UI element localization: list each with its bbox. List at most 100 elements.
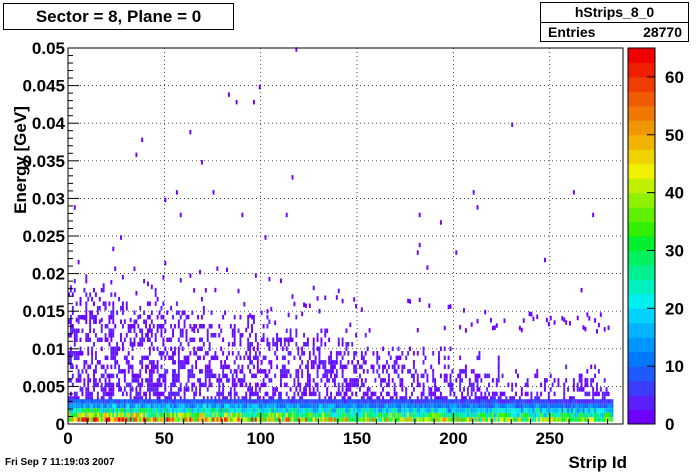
- data-cell: [584, 391, 587, 397]
- data-cell: [401, 364, 404, 370]
- data-cell: [279, 396, 282, 401]
- data-cell: [208, 369, 211, 374]
- data-cell: [310, 417, 313, 422]
- data-cell: [490, 399, 492, 404]
- data-cell: [466, 403, 469, 409]
- data-cell: [495, 399, 498, 404]
- data-cell: [557, 403, 560, 409]
- outlier-cell: [253, 99, 255, 105]
- data-cell: [98, 296, 101, 302]
- data-cell: [522, 408, 525, 413]
- outlier-cell: [439, 220, 442, 225]
- data-cell: [229, 323, 232, 329]
- data-cell: [154, 387, 157, 392]
- data-cell: [285, 337, 288, 343]
- data-cell: [256, 346, 259, 352]
- y-tick-label: 0: [56, 415, 65, 434]
- data-cell: [424, 408, 427, 413]
- data-cell: [337, 387, 340, 392]
- data-cell: [509, 408, 512, 413]
- data-cell: [362, 355, 365, 361]
- outlier-cell: [295, 47, 298, 52]
- data-cell: [93, 403, 95, 409]
- data-cell: [91, 396, 94, 401]
- data-cell: [139, 396, 142, 401]
- data-cell: [295, 373, 298, 379]
- data-cell: [511, 403, 514, 409]
- data-cell: [276, 342, 279, 347]
- data-cell: [522, 417, 525, 422]
- data-cell: [303, 342, 306, 347]
- data-cell: [274, 412, 277, 418]
- data-cell: [472, 387, 475, 392]
- y-tick-label: 0.005: [22, 377, 65, 396]
- data-cell: [129, 328, 132, 334]
- data-cell: [154, 412, 157, 418]
- data-cell: [206, 373, 209, 379]
- data-cell: [172, 399, 174, 404]
- palette-tick-label: 0: [665, 415, 674, 434]
- data-cell: [308, 351, 311, 356]
- data-cell: [87, 296, 90, 302]
- data-cell: [199, 412, 201, 418]
- data-cell: [162, 408, 165, 413]
- data-cell: [428, 391, 431, 397]
- data-cell: [158, 417, 161, 422]
- data-cell: [411, 412, 413, 418]
- data-cell: [254, 387, 257, 392]
- data-cell: [353, 378, 356, 383]
- data-cell: [147, 337, 149, 343]
- data-cell: [553, 403, 556, 409]
- data-cell: [108, 399, 111, 404]
- data-cell: [468, 408, 471, 413]
- data-cell: [368, 399, 371, 404]
- data-cell: [368, 417, 371, 422]
- data-cell: [293, 396, 296, 401]
- data-cell: [210, 373, 213, 379]
- data-cell: [148, 351, 151, 356]
- data-cell: [387, 408, 390, 413]
- data-cell: [193, 412, 196, 418]
- data-cell: [141, 364, 144, 370]
- data-cell: [572, 408, 575, 413]
- data-cell: [150, 378, 153, 383]
- data-cell: [268, 412, 271, 418]
- data-cell: [258, 412, 261, 418]
- data-cell: [306, 412, 309, 418]
- data-cell: [120, 403, 122, 409]
- data-cell: [121, 391, 124, 397]
- data-cell: [239, 378, 242, 383]
- data-cell: [254, 351, 257, 356]
- data-cell: [582, 408, 585, 413]
- data-cell: [405, 417, 408, 422]
- data-cell: [251, 323, 253, 329]
- data-cell: [69, 396, 72, 401]
- data-cell: [355, 378, 358, 383]
- data-cell: [102, 417, 105, 422]
- data-cell: [497, 373, 500, 379]
- data-cell: [409, 403, 412, 409]
- data-cell: [472, 382, 475, 388]
- data-cell: [601, 399, 604, 404]
- data-cell: [486, 417, 489, 422]
- data-cell: [312, 285, 315, 291]
- data-cell: [239, 403, 242, 409]
- data-cell: [94, 351, 97, 356]
- data-cell: [493, 403, 496, 409]
- data-cell: [233, 387, 236, 392]
- data-cell: [123, 319, 126, 324]
- data-cell: [401, 408, 404, 413]
- data-cell: [580, 382, 583, 388]
- data-cell: [266, 403, 269, 409]
- data-cell: [605, 408, 608, 413]
- data-cell: [166, 396, 169, 401]
- data-cell: [197, 403, 200, 409]
- data-cell: [166, 369, 169, 374]
- data-cell: [449, 304, 452, 309]
- data-cell: [438, 408, 440, 413]
- data-cell: [160, 314, 163, 320]
- data-cell: [563, 317, 566, 323]
- data-cell: [199, 355, 201, 361]
- data-cell: [295, 314, 298, 320]
- data-cell: [91, 391, 94, 397]
